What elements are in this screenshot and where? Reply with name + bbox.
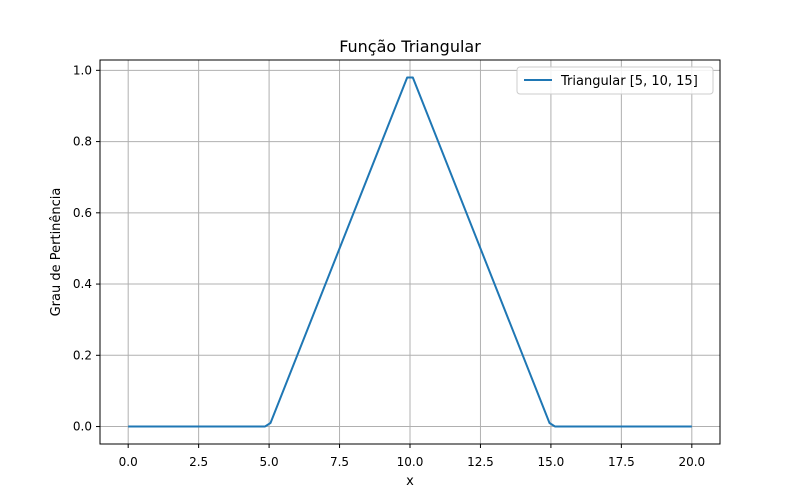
x-tick-label: 5.0: [260, 455, 279, 469]
ticks: [96, 69, 693, 448]
y-axis-label: Grau de Pertinência: [49, 188, 64, 317]
grid: [100, 60, 720, 444]
y-tick-label: 0.4: [73, 277, 92, 291]
x-tick-label: 0.0: [119, 455, 138, 469]
y-tick-label: 0.0: [73, 420, 92, 434]
x-tick-label: 7.5: [330, 455, 349, 469]
x-tick-label: 2.5: [189, 455, 208, 469]
x-tick-label: 20.0: [678, 455, 705, 469]
chart-title: Função Triangular: [339, 37, 481, 56]
x-tick-label: 10.0: [397, 455, 424, 469]
x-tick-label: 17.5: [608, 455, 635, 469]
y-tick-label: 1.0: [73, 63, 92, 77]
legend: Triangular [5, 10, 15]: [516, 66, 714, 95]
x-tick-label: 12.5: [467, 455, 494, 469]
plot-lines: [128, 76, 692, 428]
legend-box: [516, 66, 714, 95]
x-tick-label: 15.0: [538, 455, 565, 469]
y-tick-label: 0.8: [73, 135, 92, 149]
y-tick-label: 0.6: [73, 206, 92, 220]
x-axis-label: x: [406, 474, 414, 489]
y-tick-label: 0.2: [73, 348, 92, 362]
legend-entry-label: Triangular [5, 10, 15]: [560, 74, 698, 89]
tick-labels: 0.0 2.5 5.0 7.5 10.0 12.5 15.0 17.5 20.0 0.0 0.2 0.…: [73, 63, 705, 469]
series-line: [128, 76, 692, 428]
